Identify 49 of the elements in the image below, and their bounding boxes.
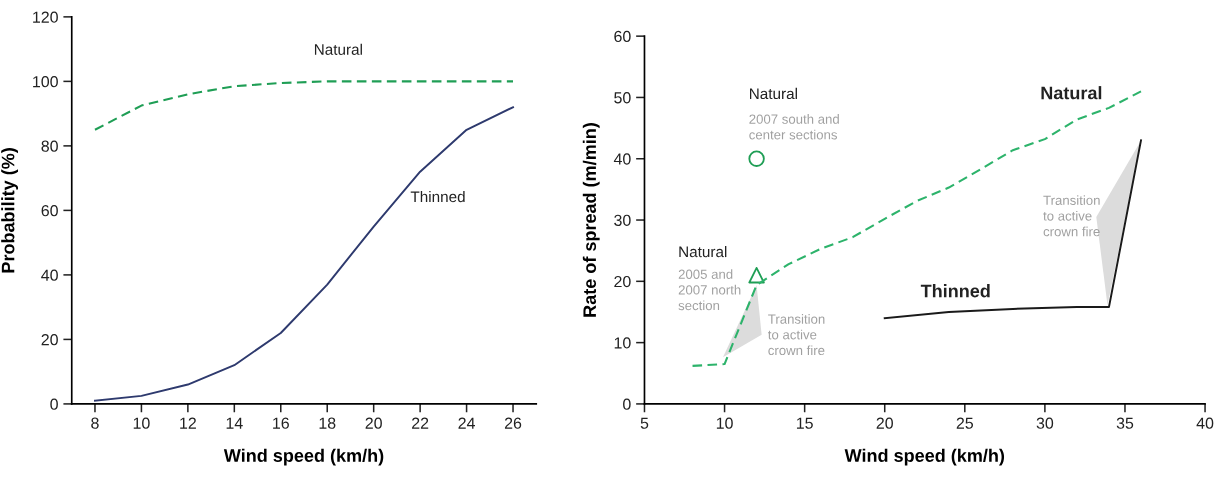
y-tick-label: 120 — [33, 11, 58, 23]
x-tick-label: 40 — [1196, 417, 1214, 429]
y-tick-label: 10 — [614, 337, 631, 349]
y-tick-label: 30 — [614, 214, 631, 226]
x-tick-label: 24 — [458, 417, 475, 429]
annotation: 2005 and 2007 north section — [678, 269, 741, 311]
annotation: Transition to active crown fire — [1043, 195, 1100, 237]
x-tick-label: 25 — [956, 417, 974, 429]
annotation: Transition to active crown fire — [768, 314, 825, 356]
x-tick-label: 5 — [640, 417, 649, 429]
y-tick-label: 0 — [50, 398, 58, 410]
y-axis-title: Rate of spread (m/min) — [582, 123, 600, 317]
y-axis-title: Probability (%) — [1, 148, 19, 273]
x-tick-label: 20 — [365, 417, 382, 429]
y-tick-label: 50 — [614, 92, 631, 104]
x-tick-label: 26 — [504, 417, 522, 429]
x-tick-label: 15 — [796, 417, 813, 429]
line-series — [94, 106, 514, 402]
x-tick-label: 22 — [412, 417, 429, 429]
line-series — [883, 139, 1142, 320]
x-tick-label: 8 — [91, 417, 99, 429]
x-tick-label: 10 — [133, 417, 150, 429]
x-tick-label: 35 — [1116, 417, 1134, 429]
line-series — [93, 80, 515, 131]
y-tick-label: 40 — [613, 153, 631, 165]
series-label: Natural — [314, 43, 362, 55]
annotation: Natural — [679, 246, 727, 258]
x-tick-label: 12 — [180, 417, 196, 429]
series-label: Thinned — [920, 284, 990, 298]
y-tick-label: 20 — [41, 334, 58, 346]
x-axis-title: Wind speed (km/h) — [223, 448, 384, 466]
series-label: Thinned — [410, 190, 465, 203]
y-tick-label: 0 — [623, 398, 631, 410]
y-tick-label: 40 — [41, 269, 58, 281]
y-tick-label: 80 — [41, 140, 58, 152]
x-tick-label: 30 — [1036, 417, 1054, 429]
annotation: 2007 south and center sections — [749, 114, 839, 140]
x-tick-label: 20 — [876, 417, 893, 429]
x-tick-label: 10 — [716, 417, 733, 429]
annotation: Natural — [750, 87, 797, 100]
x-tick-label: 18 — [319, 417, 336, 429]
series-label: Natural — [1041, 86, 1102, 100]
y-tick-label: 100 — [33, 76, 58, 88]
x-tick-label: 16 — [273, 417, 289, 429]
x-tick-label: 14 — [226, 417, 243, 429]
y-tick-label: 60 — [614, 30, 631, 43]
y-tick-label: 20 — [614, 275, 631, 288]
y-tick-label: 60 — [41, 205, 58, 217]
x-axis-title: Wind speed (km/h) — [844, 448, 1005, 466]
